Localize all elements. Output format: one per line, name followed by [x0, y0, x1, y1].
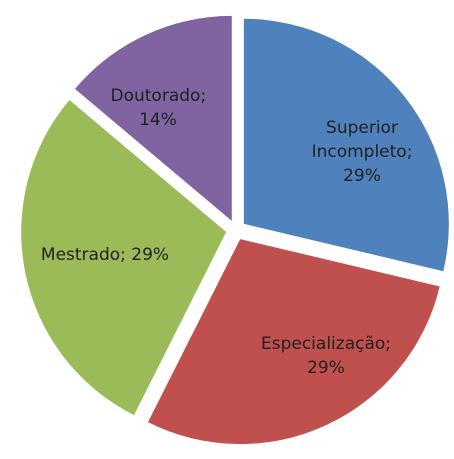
separator: ; — [120, 245, 126, 265]
category-label: Superior Incompleto — [311, 118, 407, 162]
slice — [148, 239, 440, 445]
value-label: 29% — [307, 358, 345, 378]
slice — [74, 15, 232, 221]
data-label: Especialização; 29% — [251, 332, 401, 380]
category-label: Mestrado — [40, 245, 121, 265]
value-label: 29% — [131, 245, 170, 265]
slice — [21, 99, 227, 416]
separator: ; — [385, 334, 392, 354]
data-label: Mestrado; 29% — [5, 243, 205, 267]
value-label: 14% — [139, 110, 177, 130]
value-label: 29% — [343, 166, 381, 186]
category-label: Doutorado — [110, 86, 201, 106]
data-label: Superior Incompleto; 29% — [307, 116, 417, 188]
data-label: Doutorado; 14% — [110, 84, 207, 132]
separator: ; — [406, 142, 413, 162]
slice — [243, 18, 449, 272]
separator: ; — [200, 86, 207, 106]
category-label: Especialização — [260, 334, 386, 354]
